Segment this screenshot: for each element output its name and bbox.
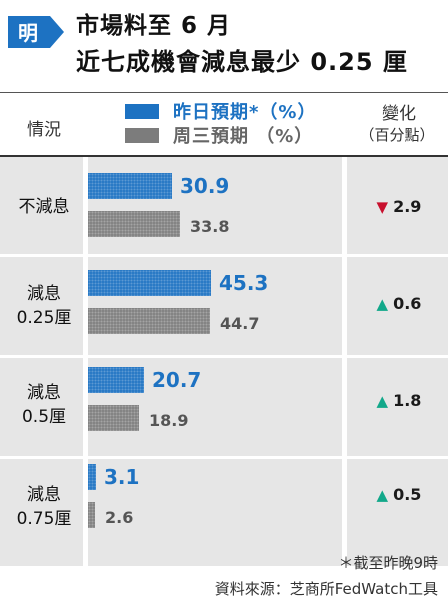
value-yesterday-cut-05: 20.7 xyxy=(152,368,202,392)
legend-label-wednesday: 周三預期 （%） xyxy=(173,126,314,147)
bar-wednesday-cut-075 xyxy=(88,502,95,528)
legend-label-yesterday: 昨日預期*（%） xyxy=(173,102,317,123)
bar-yesterday-cut-075 xyxy=(88,464,96,490)
ming-pao-logo-icon: 明 xyxy=(8,16,64,48)
bar-yesterday-cut-05 xyxy=(88,367,144,393)
legend-wednesday: 周三預期 （%） xyxy=(125,124,314,147)
bar-wednesday-cut-025 xyxy=(88,308,210,334)
legend-swatch-gray xyxy=(125,127,159,143)
value-yesterday-cut-025: 45.3 xyxy=(219,271,269,295)
change-value: 1.8 xyxy=(393,391,422,410)
change-cut-025: ▲ 0.6 xyxy=(350,294,448,313)
page-title-line1: 市場料至 6 月 xyxy=(76,13,232,39)
source-note: 資料來源：芝商所FedWatch工具 xyxy=(214,580,438,598)
column-header-change-unit: （百分點） xyxy=(359,126,435,144)
bar-wednesday-cut-05 xyxy=(88,405,139,431)
value-wednesday-no-cut: 33.8 xyxy=(190,217,230,236)
column-divider-left xyxy=(83,157,88,566)
value-wednesday-cut-025: 44.7 xyxy=(220,314,260,333)
legend-swatch-blue xyxy=(125,103,159,119)
row-label-no-cut: 不減息 xyxy=(18,197,70,217)
triangle-up-icon: ▲ xyxy=(376,295,389,313)
bar-yesterday-cut-025 xyxy=(88,270,211,296)
column-divider-right xyxy=(342,157,347,566)
value-wednesday-cut-075: 2.6 xyxy=(105,508,134,527)
row-divider xyxy=(0,355,448,358)
change-value: 2.9 xyxy=(393,197,422,216)
table-body xyxy=(0,157,448,566)
header-top-rule xyxy=(0,92,448,93)
triangle-up-icon: ▲ xyxy=(376,392,389,410)
footnote: ＊截至昨晚9時 xyxy=(338,554,438,572)
logo-char: 明 xyxy=(18,21,38,45)
page-title-line2: 近七成機會減息最少 0.25 厘 xyxy=(76,48,408,76)
value-yesterday-no-cut: 30.9 xyxy=(180,174,230,198)
row-label-cut-05: 減息 0.5厘 xyxy=(21,383,67,427)
change-cut-05: ▲ 1.8 xyxy=(350,391,448,410)
legend-yesterday: 昨日預期*（%） xyxy=(125,100,317,123)
row-label-cut-025: 減息 0.25厘 xyxy=(16,284,72,328)
row-divider xyxy=(0,456,448,459)
triangle-up-icon: ▲ xyxy=(376,486,389,504)
bar-yesterday-no-cut xyxy=(88,173,172,199)
column-header-situation: 情況 xyxy=(27,120,61,140)
value-yesterday-cut-075: 3.1 xyxy=(104,465,140,489)
value-wednesday-cut-05: 18.9 xyxy=(149,411,189,430)
change-value: 0.6 xyxy=(393,294,422,313)
row-divider xyxy=(0,254,448,257)
bar-wednesday-no-cut xyxy=(88,211,180,237)
row-label-cut-075: 減息 0.75厘 xyxy=(16,485,72,529)
triangle-down-icon: ▼ xyxy=(376,198,389,216)
header-bottom-rule xyxy=(0,155,448,157)
change-cut-075: ▲ 0.5 xyxy=(350,485,448,504)
change-value: 0.5 xyxy=(393,485,422,504)
change-no-cut: ▼ 2.9 xyxy=(350,197,448,216)
column-header-change: 變化 xyxy=(382,104,416,124)
